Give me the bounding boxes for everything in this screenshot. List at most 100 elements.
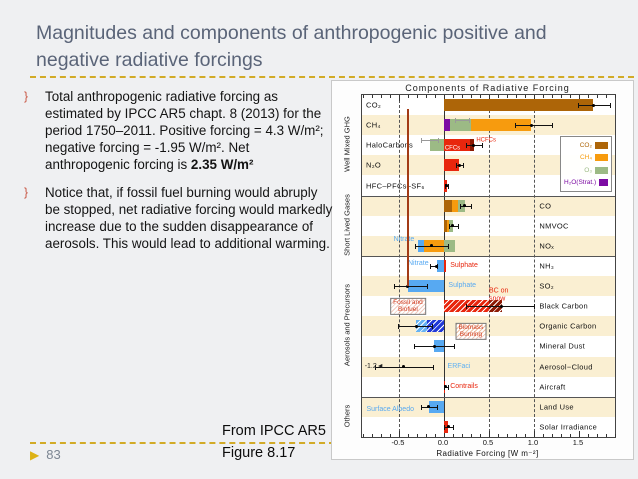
bar-segment (436, 260, 444, 272)
axis-tick-top (578, 95, 580, 101)
axis-tick-bottom (497, 434, 499, 437)
gridline-dashed (398, 95, 400, 437)
bar-segment (429, 139, 444, 152)
x-tick-label: 0.5 (482, 438, 494, 447)
error-dot (435, 264, 439, 268)
axis-tick-top (452, 95, 454, 98)
annotation-label: BC on snow (488, 287, 509, 303)
axis-tick-top (380, 95, 382, 98)
row-label-left: HaloCarbons (366, 140, 414, 150)
legend-label: CH₄ (579, 154, 592, 162)
row-stripe (362, 155, 615, 176)
row-label-right: SO₂ (539, 281, 555, 291)
title-separator-dashed-line (30, 76, 634, 78)
axis-tick-top (533, 95, 535, 101)
error-dot (401, 365, 405, 369)
row-label-right: CO (539, 201, 552, 211)
error-cap (448, 243, 450, 249)
error-cap (458, 223, 460, 229)
x-tick-label: 1.5 (572, 438, 584, 447)
axis-tick-bottom (434, 434, 436, 437)
axis-tick-bottom (470, 434, 472, 437)
row-stripe (362, 356, 615, 377)
bullet-marker-icon: } (24, 89, 29, 103)
error-cap (453, 344, 455, 350)
source-citation: From IPCC AR5 Figure 8.17 (222, 420, 326, 464)
error-cap (436, 404, 438, 410)
axis-tick-top (515, 95, 517, 98)
error-cap (460, 203, 462, 209)
error-cap (449, 223, 451, 229)
group-label: Well Mixed GHG (342, 116, 352, 173)
axis-tick-top (371, 95, 373, 98)
error-dot (414, 324, 418, 328)
x-tick-label: 0.0 (437, 438, 449, 447)
axis-tick-top (479, 95, 481, 98)
axis-tick-bottom (560, 434, 562, 437)
row-stripe (362, 396, 615, 417)
legend-entry: CH₄ (564, 152, 608, 163)
row-label-right: Land Use (539, 402, 574, 412)
row-label-right: Mineral Dust (539, 341, 586, 351)
bar-segment (443, 199, 453, 212)
annotation-label: CFCs (444, 145, 461, 152)
group-separator (362, 195, 615, 197)
error-dot (500, 304, 504, 308)
bullet-item-1: } Total anthropogenic radiative forcing … (24, 88, 336, 173)
axis-tick-bottom (461, 434, 463, 437)
error-cap (551, 123, 553, 129)
bar-segment (443, 119, 451, 132)
group-separator (362, 396, 615, 398)
annotation-label: Fossil and Biofuel (390, 298, 426, 315)
axis-tick-bottom (398, 431, 400, 437)
row-label-right: Solar Irradiance (539, 422, 598, 432)
bar-segment (443, 139, 471, 152)
row-label-left: HFC–PFCs–SF₆ (366, 181, 425, 191)
axis-tick-bottom (362, 434, 364, 437)
annotation-label: Surface Albedo (366, 405, 414, 413)
error-dot (432, 344, 436, 348)
row-label-right: Aerosol−Cloud (539, 362, 593, 372)
axis-tick-top (434, 95, 436, 98)
bullet-item-2: } Notice that, if fossil fuel burning wo… (24, 184, 336, 252)
bullet-list: } Total anthropogenic radiative forcing … (24, 88, 336, 263)
axis-tick-bottom (425, 434, 427, 437)
error-dot (457, 163, 461, 167)
axis-tick-top (569, 95, 571, 98)
bar-segment (426, 320, 444, 333)
axis-tick-bottom (407, 434, 409, 437)
axis-tick-bottom (380, 434, 382, 437)
source-line-2: Figure 8.17 (222, 445, 296, 461)
axis-tick-top (470, 95, 472, 98)
axis-tick-bottom (533, 431, 535, 437)
x-tick-label: 1.0 (527, 438, 539, 447)
bar-segment (446, 219, 450, 232)
error-dot (591, 103, 595, 107)
axis-tick-bottom (416, 434, 418, 437)
annotation-label: HCFCs (476, 137, 497, 144)
axis-tick-bottom (371, 434, 373, 437)
x-tick-label: -0.5 (391, 438, 405, 447)
error-cap (393, 284, 395, 290)
axis-tick-top (524, 95, 526, 98)
axis-tick-top (560, 95, 562, 98)
chart-panel: Components of Radiative Forcing CO₂ CH₄ Ha… (331, 80, 634, 460)
bullet-text-1: Total anthropogenic radiative forcing as… (45, 88, 336, 173)
error-cap (454, 118, 456, 124)
error-cap (421, 138, 423, 144)
chart-legend: CO₂ CH₄ O₃ H₂O(Strat.) (560, 136, 612, 192)
error-dot (446, 425, 450, 429)
annotation-label: Nitrate (408, 260, 429, 268)
error-cap (481, 143, 483, 149)
error-cap (398, 324, 399, 330)
error-dot (429, 244, 433, 248)
row-label-right: Organic Carbon (539, 321, 597, 331)
legend-entry: CO₂ (564, 140, 608, 151)
error-cap (578, 103, 580, 109)
row-stripe (362, 195, 615, 216)
red-annotation-line (407, 109, 410, 287)
error-line (449, 225, 459, 227)
error-cap (437, 138, 439, 144)
row-label-right: Aircraft (539, 382, 566, 392)
footer-pager: ▶ 83 (30, 447, 61, 462)
